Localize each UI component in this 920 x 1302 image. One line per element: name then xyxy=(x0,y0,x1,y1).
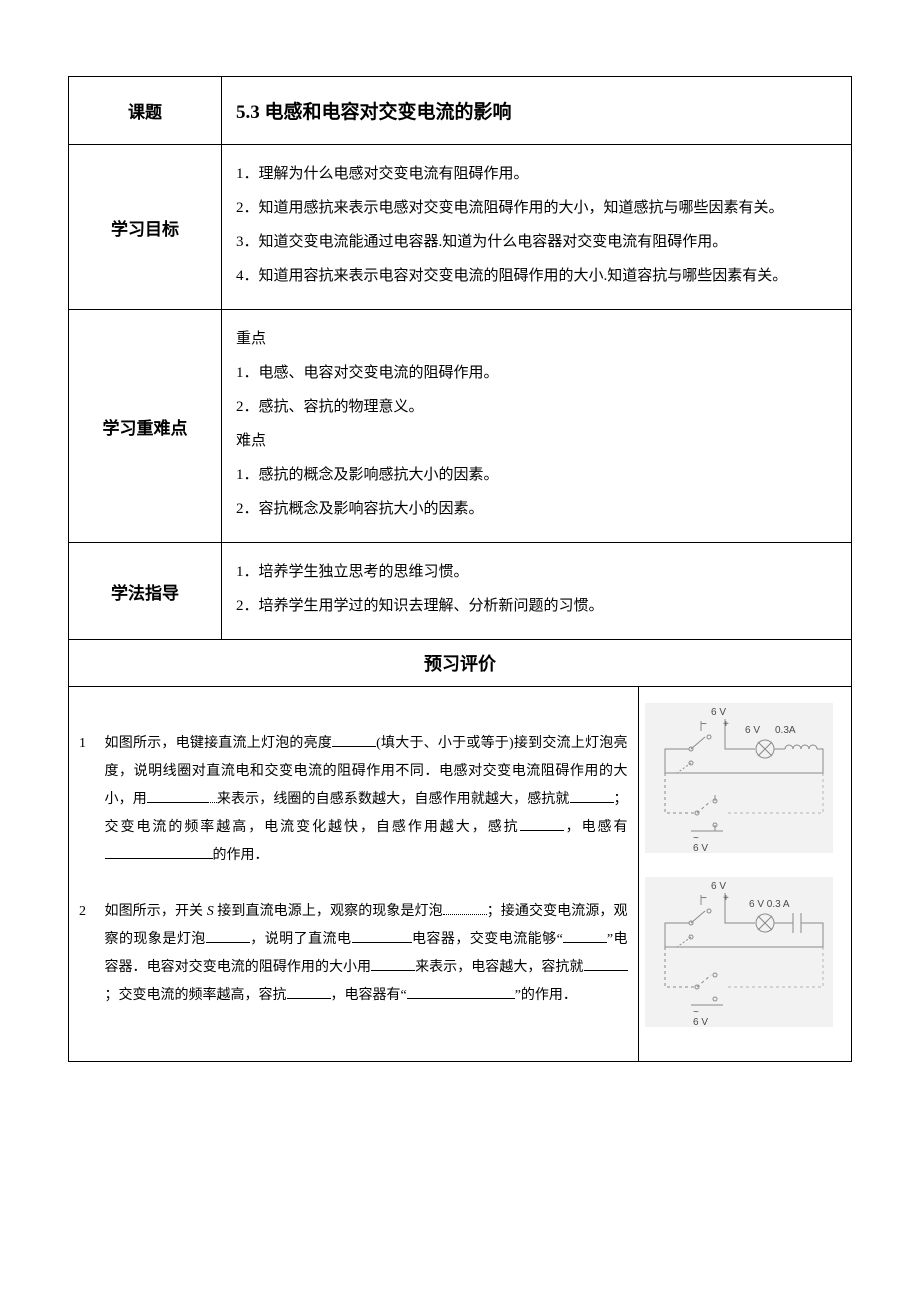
preview-header: 预习评价 xyxy=(69,640,852,687)
label-plus: + xyxy=(723,719,729,730)
label-minus: − xyxy=(701,893,707,904)
keys-nd-label: 难点 xyxy=(236,426,837,456)
fill-blank[interactable] xyxy=(105,845,213,859)
fill-blank[interactable] xyxy=(332,733,376,747)
row-keys: 学习重难点 重点 1．电感、电容对交变电流的阻碍作用。 2．感抗、容抗的物理意义… xyxy=(69,310,852,543)
goal-item: 4．知道用容抗来表示电容对交变电流的阻碍作用的大小.知道容抗与哪些因素有关。 xyxy=(236,261,837,291)
row-goals: 学习目标 1．理解为什么电感对交变电流有阻碍作用。 2．知道用感抗来表示电感对交… xyxy=(69,145,852,310)
row-questions: 1 如图所示，电键接直流上灯泡的亮度(填大于、小于或等于)接到交流上灯泡亮度，说… xyxy=(69,687,852,1062)
label-minus: − xyxy=(701,719,707,730)
q2-seg: ”的作用． xyxy=(515,988,577,1003)
label-6v: 6 V xyxy=(693,1017,708,1027)
q2-seg: 电容器，交变电流能够“ xyxy=(412,932,563,947)
q2-seg: ，电容器有“ xyxy=(331,988,407,1003)
goal-item: 2．知道用感抗来表示电感对交变电流阻碍作用的大小，知道感抗与哪些因素有关。 xyxy=(236,193,837,223)
title-topic: 5.3 电感和电容对交变电流的影响 xyxy=(222,77,852,145)
q2-body: 如图所示，开关 S 接到直流电源上，观察的现象是灯泡；接通交变电流源，观察的现象… xyxy=(105,898,628,1010)
q2-seg-italic: S xyxy=(207,904,214,919)
fill-blank[interactable] xyxy=(352,929,412,943)
q2-seg: 接到直流电源上，观察的现象是灯泡 xyxy=(214,904,443,919)
label-6v: 6 V xyxy=(711,707,726,718)
goal-item: 3．知道交变电流能通过电容器.知道为什么电容器对交变电流有阻碍作用。 xyxy=(236,227,837,257)
content-method: 1．培养学生独立思考的思维习惯。 2．培养学生用学过的知识去理解、分析新问题的习… xyxy=(222,543,852,640)
keys-nd-item: 1．感抗的概念及影响感抗大小的因素。 xyxy=(236,460,837,490)
q1-seg: ，电感有 xyxy=(564,820,628,835)
q2-seg: ；交变电流的频率越高，容抗 xyxy=(105,988,287,1003)
circuit-diagram-capacitor: 6 V − + 6 V 0.3 A xyxy=(645,877,845,1027)
fill-blank[interactable] xyxy=(584,957,628,971)
fill-blank[interactable] xyxy=(443,901,487,915)
keys-zd-label: 重点 xyxy=(236,324,837,354)
q2-seg: ，说明了直流电 xyxy=(250,932,352,947)
label-plus: + xyxy=(723,893,729,904)
label-6v: 6 V xyxy=(745,725,760,736)
fill-blank[interactable] xyxy=(407,985,515,999)
fill-blank[interactable] xyxy=(207,789,217,803)
fill-blank[interactable] xyxy=(147,789,207,803)
label-6v03a: 6 V 0.3 A xyxy=(749,899,790,910)
diagrams-cell: 6 V − + 6 V 0.3A xyxy=(639,687,852,1062)
method-item: 2．培养学生用学过的知识去理解、分析新问题的习惯。 xyxy=(236,591,837,621)
question-2: 2 如图所示，开关 S 接到直流电源上，观察的现象是灯泡；接通交变电流源，观察的… xyxy=(79,898,628,1010)
row-preview-header: 预习评价 xyxy=(69,640,852,687)
q1-seg: 来表示，线圈的自感系数越大，自感作用就越大，感抗就 xyxy=(217,792,570,807)
q2-seg: 如图所示，开关 xyxy=(105,904,207,919)
fill-blank[interactable] xyxy=(206,929,250,943)
fill-blank[interactable] xyxy=(563,929,607,943)
row-topic: 课题 5.3 电感和电容对交变电流的影响 xyxy=(69,77,852,145)
q1-body: 如图所示，电键接直流上灯泡的亮度(填大于、小于或等于)接到交流上灯泡亮度，说明线… xyxy=(105,730,628,870)
fill-blank[interactable] xyxy=(371,957,415,971)
row-method: 学法指导 1．培养学生独立思考的思维习惯。 2．培养学生用学过的知识去理解、分析… xyxy=(69,543,852,640)
q2-number: 2 xyxy=(79,898,101,926)
keys-nd-item: 2．容抗概念及影响容抗大小的因素。 xyxy=(236,494,837,524)
method-item: 1．培养学生独立思考的思维习惯。 xyxy=(236,557,837,587)
content-keys: 重点 1．电感、电容对交变电流的阻碍作用。 2．感抗、容抗的物理意义。 难点 1… xyxy=(222,310,852,543)
fill-blank[interactable] xyxy=(287,985,331,999)
label-method: 学法指导 xyxy=(69,543,222,640)
label-goals: 学习目标 xyxy=(69,145,222,310)
label-keys: 学习重难点 xyxy=(69,310,222,543)
label-amp: 0.3A xyxy=(775,725,796,736)
content-goals: 1．理解为什么电感对交变电流有阻碍作用。 2．知道用感抗来表示电感对交变电流阻碍… xyxy=(222,145,852,310)
questions-cell: 1 如图所示，电键接直流上灯泡的亮度(填大于、小于或等于)接到交流上灯泡亮度，说… xyxy=(69,687,639,1062)
q1-seg: 的作用． xyxy=(213,848,269,863)
label-6v: 6 V xyxy=(693,843,708,853)
circuit-diagram-inductor: 6 V − + 6 V 0.3A xyxy=(645,703,845,853)
fill-blank[interactable] xyxy=(520,817,564,831)
circuit-svg-2: 6 V − + 6 V 0.3 A xyxy=(645,877,833,1027)
q1-seg: 如图所示，电键接直流上灯泡的亮度 xyxy=(105,736,333,751)
goal-item: 1．理解为什么电感对交变电流有阻碍作用。 xyxy=(236,159,837,189)
worksheet-page: 课题 5.3 电感和电容对交变电流的影响 学习目标 1．理解为什么电感对交变电流… xyxy=(0,0,920,1302)
fill-blank[interactable] xyxy=(570,789,614,803)
keys-zd-item: 1．电感、电容对交变电流的阻碍作用。 xyxy=(236,358,837,388)
question-1: 1 如图所示，电键接直流上灯泡的亮度(填大于、小于或等于)接到交流上灯泡亮度，说… xyxy=(79,730,628,870)
label-6v: 6 V xyxy=(711,881,726,892)
circuit-svg-1: 6 V − + 6 V 0.3A xyxy=(645,703,833,853)
keys-zd-item: 2．感抗、容抗的物理意义。 xyxy=(236,392,837,422)
label-topic: 课题 xyxy=(69,77,222,145)
q2-seg: 来表示，电容越大，容抗就 xyxy=(415,960,583,975)
q1-number: 1 xyxy=(79,730,101,758)
worksheet-table: 课题 5.3 电感和电容对交变电流的影响 学习目标 1．理解为什么电感对交变电流… xyxy=(68,76,852,1062)
